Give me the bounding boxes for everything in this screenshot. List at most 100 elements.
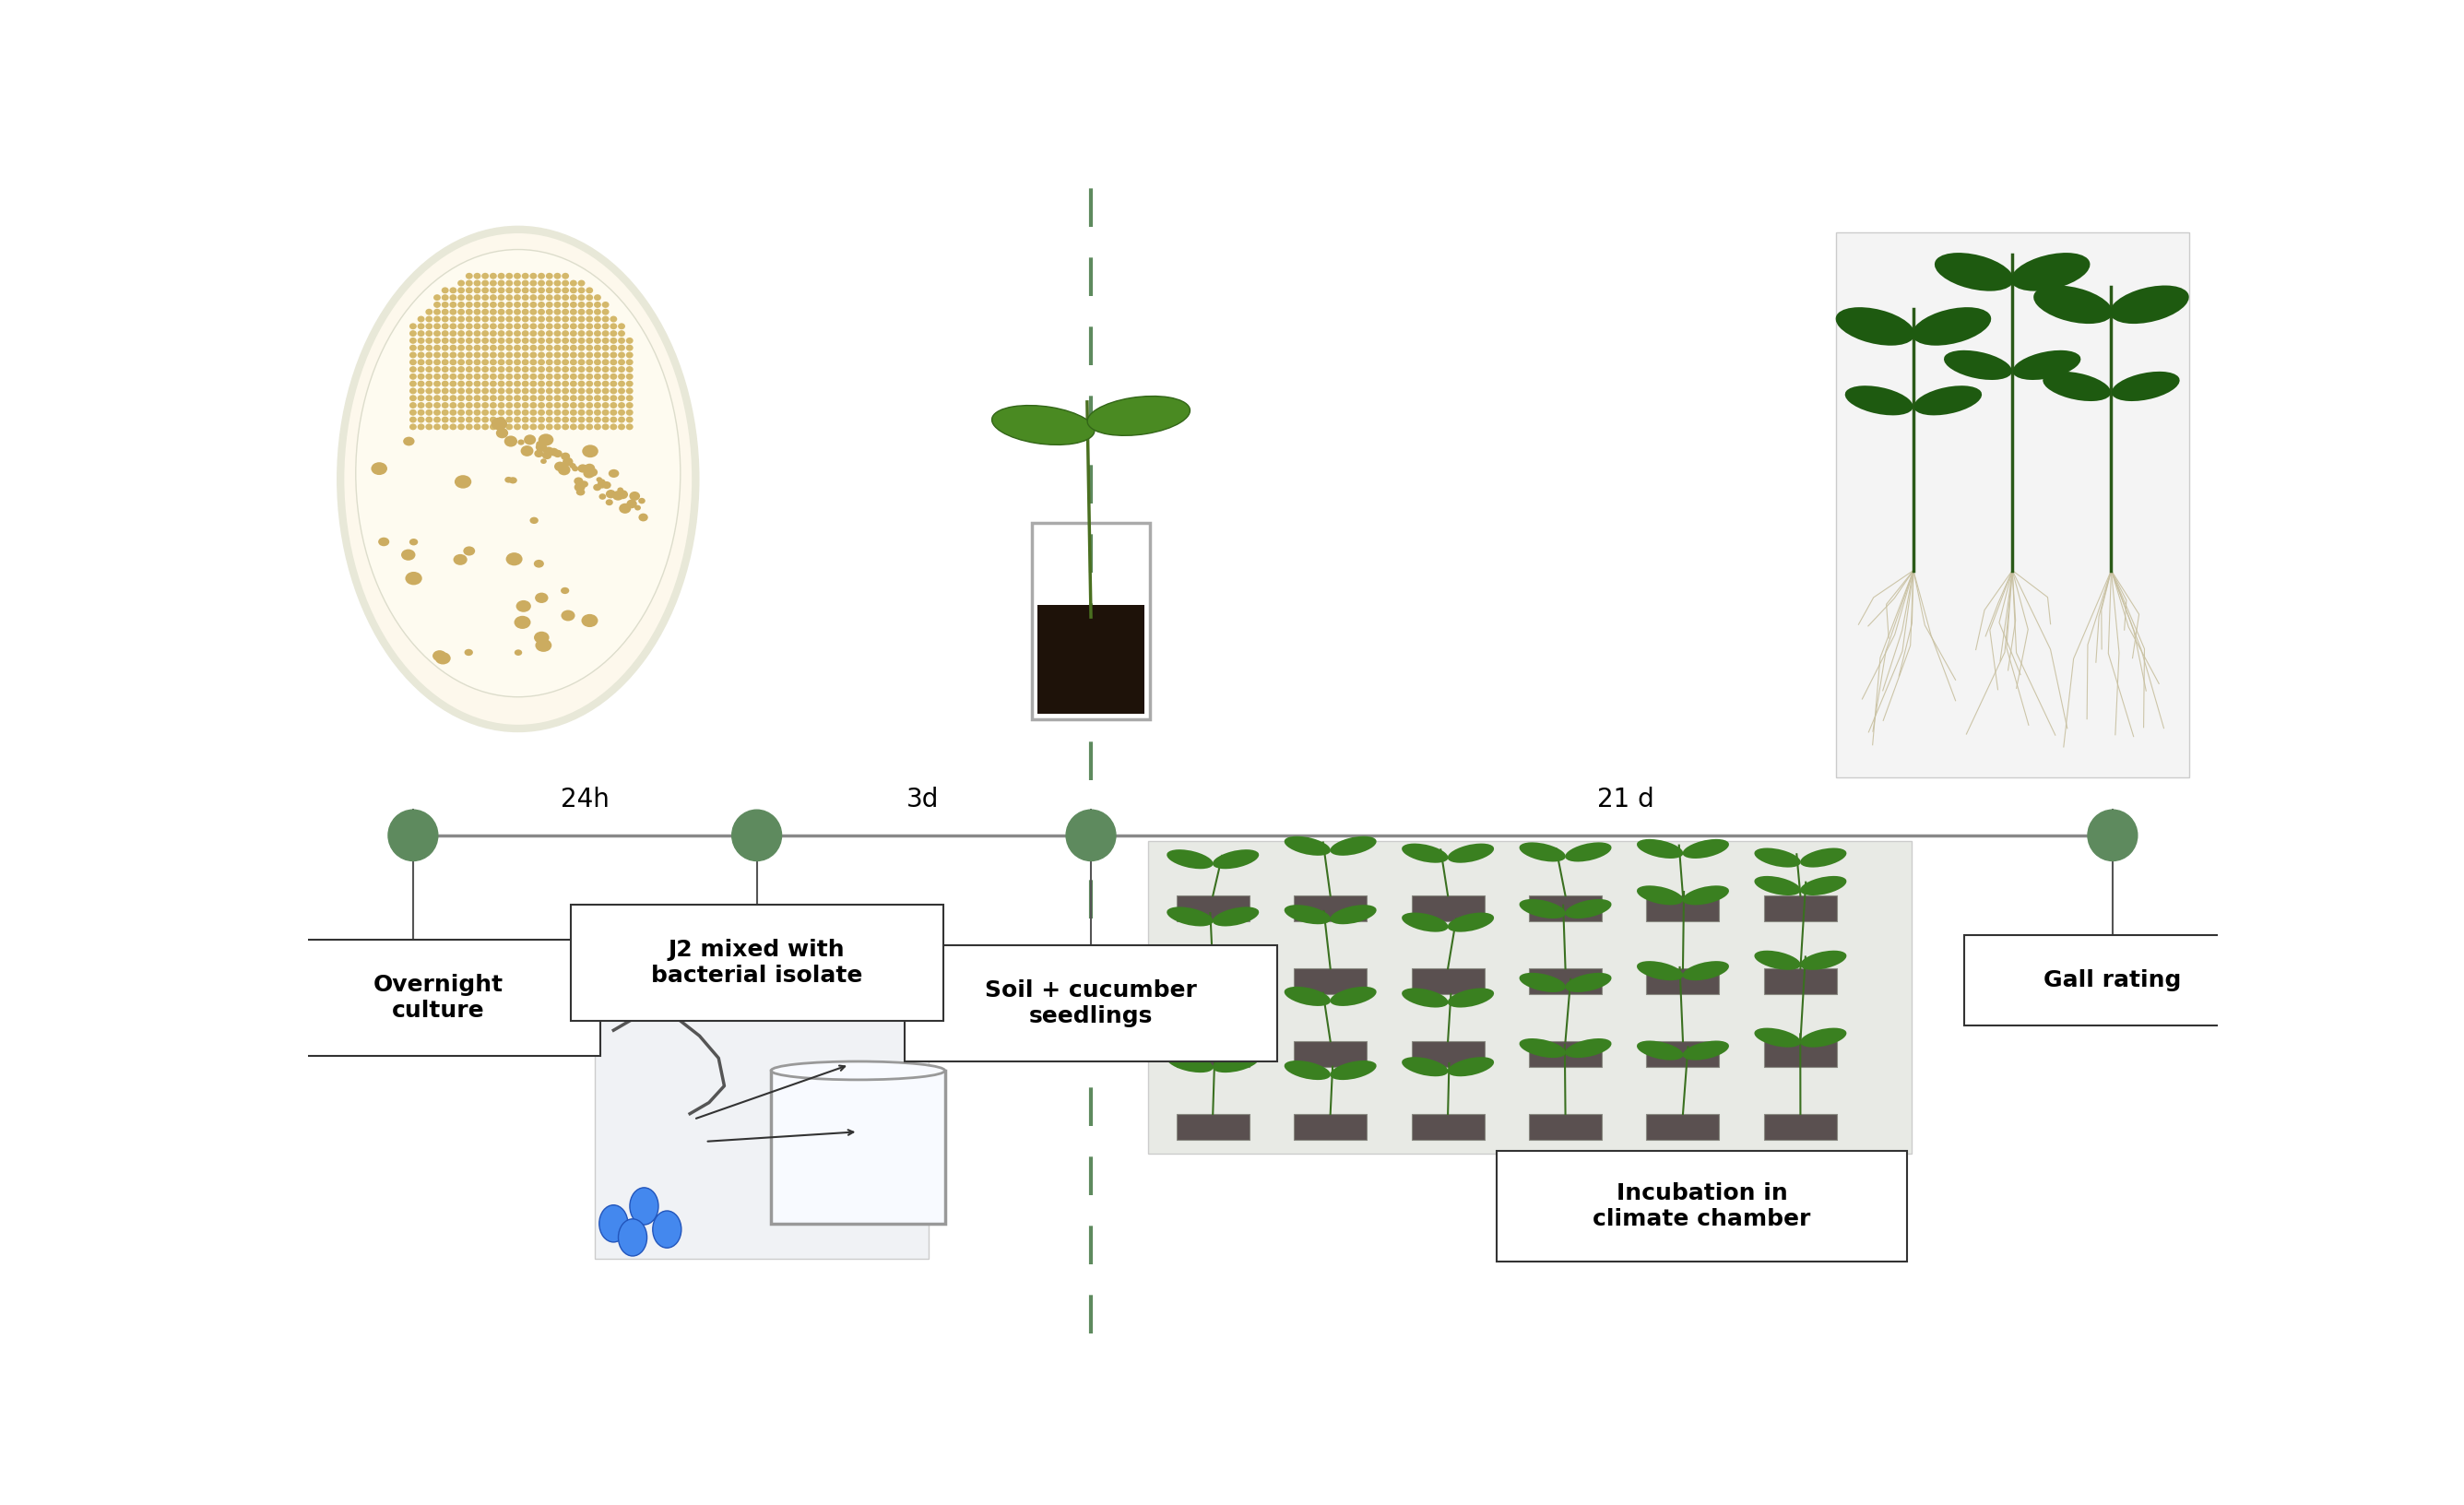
Ellipse shape (579, 287, 584, 293)
Ellipse shape (1912, 307, 1991, 346)
Ellipse shape (569, 402, 577, 408)
Ellipse shape (562, 324, 569, 330)
Ellipse shape (458, 280, 466, 286)
Ellipse shape (586, 301, 594, 309)
Ellipse shape (618, 1219, 648, 1257)
Ellipse shape (513, 394, 520, 402)
Ellipse shape (611, 388, 616, 394)
FancyBboxPatch shape (1412, 1114, 1483, 1139)
Ellipse shape (554, 345, 562, 351)
Ellipse shape (554, 309, 562, 315)
Ellipse shape (448, 388, 456, 394)
Ellipse shape (466, 373, 473, 379)
Ellipse shape (473, 301, 480, 309)
Ellipse shape (458, 301, 466, 309)
Ellipse shape (1449, 843, 1493, 862)
Ellipse shape (601, 409, 609, 415)
Ellipse shape (601, 337, 609, 343)
Ellipse shape (434, 424, 441, 430)
FancyBboxPatch shape (1764, 1041, 1836, 1067)
Ellipse shape (434, 417, 441, 423)
Ellipse shape (579, 480, 589, 488)
Ellipse shape (1836, 307, 1915, 346)
Ellipse shape (618, 360, 626, 366)
Ellipse shape (545, 316, 552, 322)
Ellipse shape (1754, 847, 1801, 867)
Ellipse shape (448, 402, 456, 408)
Ellipse shape (599, 494, 606, 500)
Ellipse shape (505, 424, 513, 430)
Ellipse shape (404, 572, 421, 585)
Ellipse shape (609, 470, 618, 477)
Ellipse shape (562, 287, 569, 293)
Ellipse shape (562, 381, 569, 387)
Ellipse shape (409, 337, 416, 343)
Ellipse shape (579, 366, 584, 373)
Ellipse shape (993, 405, 1094, 445)
Ellipse shape (441, 301, 448, 309)
Ellipse shape (522, 309, 530, 315)
Ellipse shape (416, 330, 424, 337)
Ellipse shape (441, 337, 448, 343)
Ellipse shape (1168, 908, 1212, 926)
Ellipse shape (473, 409, 480, 415)
Ellipse shape (513, 402, 520, 408)
Ellipse shape (498, 360, 505, 366)
Ellipse shape (426, 394, 434, 402)
Ellipse shape (626, 388, 633, 394)
Ellipse shape (618, 402, 626, 408)
Ellipse shape (513, 345, 520, 351)
Ellipse shape (473, 337, 480, 343)
Ellipse shape (2043, 372, 2112, 402)
Ellipse shape (490, 324, 498, 330)
Ellipse shape (458, 345, 466, 351)
Ellipse shape (513, 295, 520, 301)
Ellipse shape (466, 337, 473, 343)
Ellipse shape (522, 373, 530, 379)
Ellipse shape (594, 366, 601, 373)
Ellipse shape (569, 330, 577, 337)
Ellipse shape (562, 373, 569, 379)
Ellipse shape (601, 324, 609, 330)
Ellipse shape (505, 435, 517, 447)
Ellipse shape (426, 409, 434, 415)
Ellipse shape (545, 381, 552, 387)
Ellipse shape (466, 409, 473, 415)
Ellipse shape (594, 360, 601, 366)
Ellipse shape (466, 295, 473, 301)
Ellipse shape (1944, 351, 2013, 379)
Ellipse shape (473, 352, 480, 358)
Ellipse shape (441, 287, 448, 293)
Ellipse shape (441, 352, 448, 358)
Ellipse shape (601, 316, 609, 322)
Ellipse shape (554, 388, 562, 394)
Ellipse shape (601, 309, 609, 315)
Ellipse shape (490, 287, 498, 293)
Ellipse shape (569, 381, 577, 387)
Ellipse shape (409, 409, 416, 415)
Ellipse shape (562, 424, 569, 430)
Ellipse shape (495, 427, 508, 438)
Ellipse shape (522, 352, 530, 358)
Ellipse shape (1402, 843, 1449, 862)
Ellipse shape (498, 309, 505, 315)
Ellipse shape (466, 280, 473, 286)
Ellipse shape (579, 316, 584, 322)
FancyBboxPatch shape (1646, 895, 1720, 921)
Ellipse shape (577, 489, 584, 495)
Ellipse shape (473, 366, 480, 373)
Ellipse shape (554, 287, 562, 293)
Ellipse shape (513, 366, 520, 373)
Ellipse shape (409, 330, 416, 337)
Ellipse shape (530, 309, 537, 315)
FancyBboxPatch shape (1496, 1151, 1907, 1261)
Ellipse shape (545, 295, 552, 301)
Ellipse shape (562, 360, 569, 366)
Ellipse shape (498, 280, 505, 286)
Ellipse shape (562, 610, 574, 622)
Ellipse shape (537, 433, 554, 445)
Ellipse shape (530, 287, 537, 293)
Ellipse shape (490, 366, 498, 373)
Ellipse shape (498, 352, 505, 358)
Ellipse shape (490, 394, 498, 402)
